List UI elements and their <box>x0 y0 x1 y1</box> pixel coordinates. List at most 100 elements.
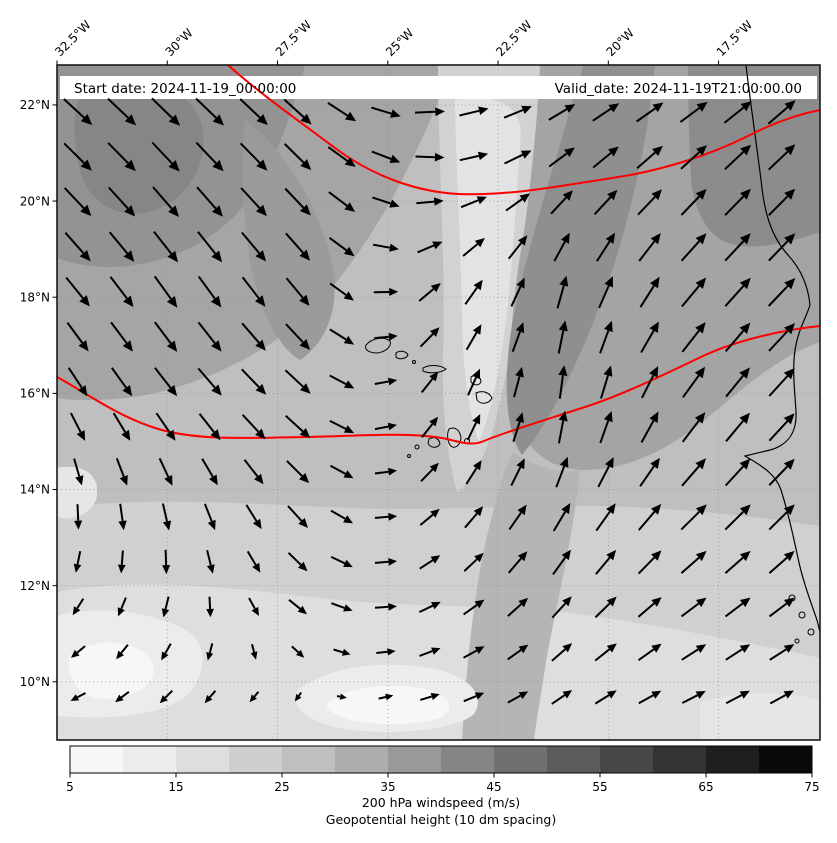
wind-arrow-head <box>167 250 179 263</box>
wind-arrow-shaft <box>768 511 788 531</box>
wind-arrow-shaft <box>548 108 568 121</box>
wind-arrow <box>507 691 529 704</box>
wind-arrow-head <box>388 558 397 566</box>
wind-arrow-head <box>558 410 568 422</box>
wind-arrow-head <box>518 644 529 654</box>
wind-arrow <box>768 368 795 397</box>
wind-arrow-head <box>255 383 267 395</box>
wind-arrow <box>511 322 525 353</box>
wind-arrow-head <box>206 608 214 618</box>
wind-arrow <box>336 693 347 700</box>
wind-arrow <box>418 283 441 302</box>
island-dot <box>407 454 411 458</box>
wind-arrow-head <box>515 412 524 423</box>
wind-arrow <box>291 645 305 658</box>
wind-arrow-shaft <box>507 557 522 574</box>
wind-arrow-shaft <box>462 243 479 257</box>
wind-arrow <box>330 555 353 568</box>
wind-arrow-head <box>123 250 135 262</box>
wind-arrow-head <box>739 458 751 470</box>
wind-arrow-head <box>559 456 569 468</box>
wind-arrow-head <box>606 503 616 515</box>
latitude-axis: 22°N 20°N 18°N 16°N 14°N 12°N 10°N <box>20 98 57 689</box>
wind-arrow-head <box>343 335 355 345</box>
wind-arrow-shaft <box>378 696 387 700</box>
wind-arrow <box>115 690 130 703</box>
wind-arrow-head <box>695 504 707 516</box>
wind-arrow <box>327 146 356 167</box>
wind-arrow <box>594 690 617 705</box>
wind-arrow <box>724 144 752 171</box>
wind-arrow <box>465 460 482 485</box>
wind-arrow-head <box>651 690 662 699</box>
wind-arrow-head <box>211 250 223 263</box>
wind-arrow <box>640 321 659 353</box>
wind-arrow <box>330 464 354 479</box>
wind-arrow-shaft <box>283 98 305 119</box>
africa-coastline <box>743 65 820 633</box>
wind-arrow-head <box>558 365 568 376</box>
wind-arrow-head <box>474 238 485 248</box>
wind-arrow <box>504 150 532 165</box>
wind-arrow <box>725 412 750 442</box>
wind-arrow <box>637 550 662 575</box>
wind-arrow-shaft <box>769 694 787 705</box>
wind-arrow-head <box>783 690 794 699</box>
wind-arrow-head <box>117 564 126 574</box>
wind-arrow <box>680 550 707 574</box>
wind-arrow-head <box>739 690 750 699</box>
wind-arrow-head <box>432 241 443 250</box>
wind-arrow-shaft <box>636 151 656 169</box>
wind-arrow-shaft <box>197 275 216 300</box>
wind-arrow-shaft <box>374 470 389 475</box>
wind-arrow-head <box>516 458 525 470</box>
wind-arrow <box>420 462 439 482</box>
wind-arrow <box>725 644 751 661</box>
wind-arrow <box>328 236 355 257</box>
wind-arrow-head <box>339 693 347 700</box>
wind-arrow <box>507 551 528 574</box>
wind-arrow <box>466 414 481 441</box>
wind-arrow-head <box>204 695 213 704</box>
wind-arrow-head <box>341 648 351 656</box>
wind-arrow-head <box>166 384 178 397</box>
wind-arrow-head <box>388 603 397 611</box>
wind-arrow <box>464 506 484 529</box>
wind-arrow-head <box>651 189 662 201</box>
wind-arrow-shaft <box>681 285 700 308</box>
wind-arrow-shaft <box>371 106 392 115</box>
wind-arrow-shaft <box>67 367 83 389</box>
wind-arrow-head <box>739 597 751 608</box>
wind-arrow <box>724 277 751 307</box>
wind-arrow-shaft <box>504 153 524 165</box>
lat-tick-label: 20°N <box>20 194 50 208</box>
wind-arrow-shaft <box>120 644 129 654</box>
wind-arrow <box>768 413 795 442</box>
wind-arrow-head <box>387 377 398 386</box>
wind-arrow-head <box>74 520 83 530</box>
wind-arrow-head <box>71 649 80 658</box>
wind-arrow-head <box>159 695 168 704</box>
lon-tick-label: 30°W <box>162 26 195 59</box>
wind-arrow-head <box>249 694 257 703</box>
wind-arrow-head <box>472 414 481 425</box>
wind-arrow <box>374 603 397 611</box>
wind-arrow <box>681 412 706 443</box>
wind-arrow <box>637 597 662 618</box>
wind-arrow-head <box>477 151 489 161</box>
wind-arrow-head <box>562 643 573 653</box>
wind-arrow-shaft <box>551 602 567 619</box>
wind-arrow-shaft <box>459 109 480 117</box>
wind-arrow-head <box>605 232 616 244</box>
wind-arrow-shaft <box>253 691 260 698</box>
wind-arrow-head <box>784 323 795 335</box>
wind-arrow-shaft <box>164 689 174 699</box>
wind-arrow-head <box>473 506 484 517</box>
wind-arrow-shaft <box>327 146 348 162</box>
wind-arrow-shaft <box>640 420 655 443</box>
wind-arrow-head <box>344 380 355 389</box>
colorbar-segment <box>759 746 813 773</box>
wind-arrow-shaft <box>287 505 303 522</box>
wind-arrow-head <box>517 551 528 562</box>
wind-arrow-head <box>161 608 170 618</box>
